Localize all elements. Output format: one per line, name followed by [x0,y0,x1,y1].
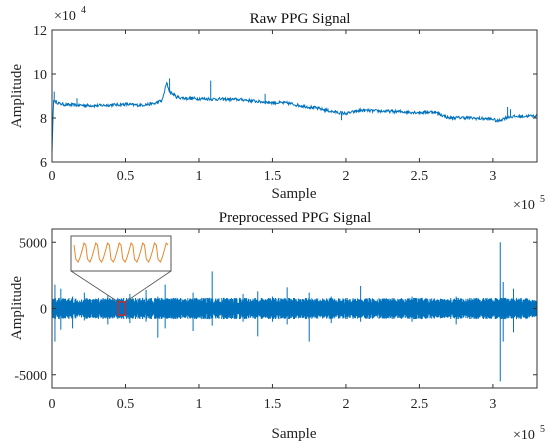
raw-x-tick-label: 1 [195,169,202,184]
raw-y-axis: 6 8 10 12 [33,24,537,171]
inset-connector-right [125,270,172,303]
inset-connector-left [70,270,119,303]
raw-plot-frame [51,29,538,163]
pre-x-tick-label: 2.5 [411,397,429,412]
raw-x-tick-label: 0 [49,169,56,184]
raw-x-tick-label: 2 [342,169,349,184]
raw-y-tick-label: 12 [33,24,47,39]
pre-y-tick-label: 0 [40,303,47,318]
raw-y-tick-label: 8 [40,112,47,127]
raw-y-multiplier-exponent: 4 [81,5,86,16]
raw-x-multiplier: ×10 5 [513,194,545,213]
preprocessed-x-multiplier-exponent: 5 [540,424,545,435]
preprocessed-y-axis: -5000 0 5000 [14,236,537,384]
raw-x-multiplier-base: ×10 [513,198,535,213]
preprocessed-x-axis-title: Sample [272,426,317,442]
raw-x-tick-label: 1.5 [264,169,282,184]
raw-x-tick-label: 2.5 [411,169,429,184]
pre-x-tick-label: 0.5 [117,397,135,412]
raw-y-multiplier-base: ×10 [54,9,76,24]
preprocessed-ppg-chart: Preprocessed PPG Signal 0 0.5 1 1.5 2 2.5 3 -5… [9,210,545,443]
preprocessed-x-multiplier: ×10 5 [513,424,545,443]
pre-x-tick-label: 2 [342,397,349,412]
raw-x-multiplier-exponent: 5 [540,194,545,205]
raw-y-axis-title: Amplitude [9,64,25,129]
pre-x-tick-label: 1 [195,397,202,412]
raw-x-axis-title: Sample [272,186,317,202]
raw-y-tick-label: 10 [33,68,47,83]
raw-chart-title: Raw PPG Signal [250,11,351,27]
pre-x-tick-label: 3 [489,397,496,412]
preprocessed-y-axis-title: Amplitude [9,276,25,341]
raw-x-tick-label: 3 [489,169,496,184]
raw-signal-line [51,81,538,154]
pre-x-tick-label: 1.5 [264,397,282,412]
preprocessed-chart-title: Preprocessed PPG Signal [219,210,372,226]
pre-y-tick-label: -5000 [14,369,47,384]
raw-x-tick-label: 0.5 [117,169,135,184]
raw-y-multiplier: ×10 4 [54,5,86,24]
preprocessed-x-multiplier-base: ×10 [513,428,535,443]
zoom-inset-waveform [73,241,169,263]
raw-y-tick-label: 6 [40,156,47,171]
zoom-inset-box [70,235,172,272]
raw-x-axis: 0 0.5 1 1.5 2 2.5 3 [49,30,496,184]
zoom-highlight-box [117,301,127,316]
raw-series-group [51,78,538,154]
preprocessed-x-axis: 0 0.5 1 1.5 2 2.5 3 [49,229,496,412]
pre-x-tick-label: 0 [49,397,56,412]
pre-y-tick-label: 5000 [19,236,47,251]
raw-ppg-chart: Raw PPG Signal ×10 4 0 0.5 1 1.5 2 2.5 3 6 8 10 1… [9,5,545,213]
